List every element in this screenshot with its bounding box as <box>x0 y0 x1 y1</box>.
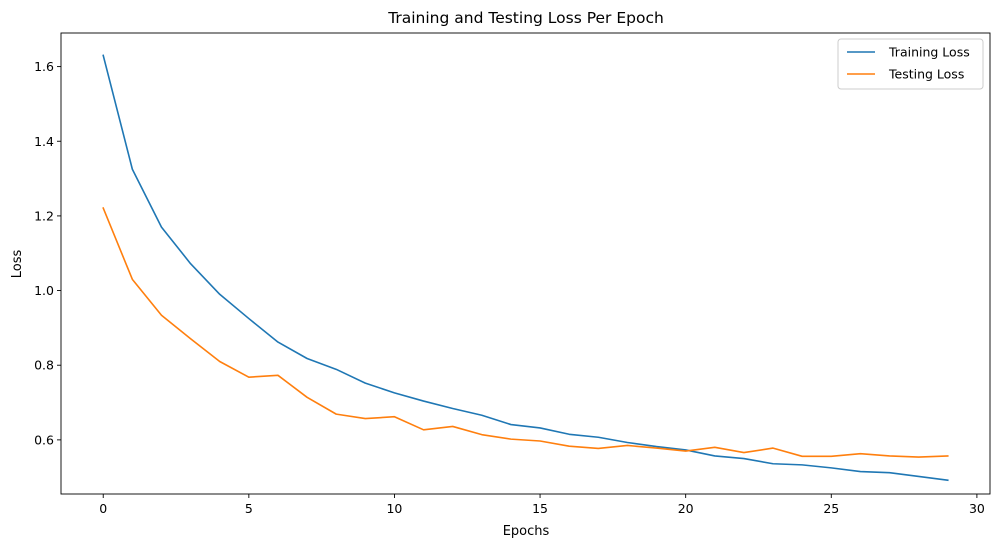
x-tick-label: 10 <box>386 501 402 516</box>
series-line-training-loss <box>102 54 949 482</box>
y-tick-label: 1.4 <box>34 134 54 149</box>
legend: Training Loss Testing Loss <box>837 38 984 90</box>
y-tick-label: 1.6 <box>34 59 54 74</box>
x-tick-label: 30 <box>969 501 985 516</box>
axes-frame <box>60 32 991 495</box>
chart-title: Training and Testing Loss Per Epoch <box>387 9 664 27</box>
y-axis-label: Loss <box>10 250 25 279</box>
x-tick-label: 0 <box>99 501 107 516</box>
x-tick-label: 25 <box>823 501 839 516</box>
plot-area: 0 5 10 15 20 25 30 0.6 0.8 1.0 1.2 1.4 1.6 <box>34 32 991 516</box>
y-tick-label: 1.2 <box>34 208 54 223</box>
legend-label: Testing Loss <box>888 67 964 82</box>
y-tick-label: 0.8 <box>34 358 54 373</box>
x-tick-label: 5 <box>245 501 253 516</box>
x-tick-label: 15 <box>532 501 548 516</box>
series-line-testing-loss <box>102 207 949 458</box>
y-tick-label: 1.0 <box>34 283 54 298</box>
x-axis-label: Epochs <box>503 524 550 539</box>
y-tick-label: 0.6 <box>34 432 54 447</box>
x-tick-label: 20 <box>678 501 694 516</box>
legend-label: Training Loss <box>888 45 970 60</box>
